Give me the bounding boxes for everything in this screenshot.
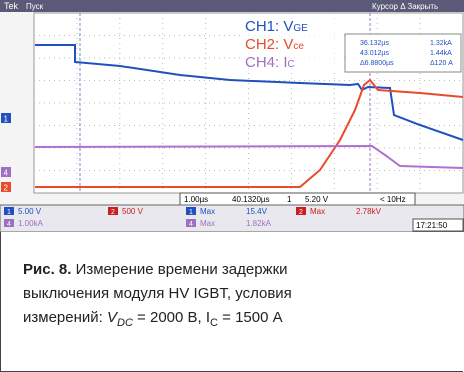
brand: Tek (4, 1, 19, 11)
timebase-field: 5.20 V (305, 195, 329, 204)
caption-fragment: = 2000 В, I (133, 309, 210, 326)
measure-label: Max (200, 219, 215, 228)
timebase-field: 40.1320µs (232, 195, 270, 204)
channel-marker-label: 2 (4, 184, 9, 193)
cursor-time: 43.012µs (360, 50, 389, 57)
measure-label: Max (310, 207, 325, 216)
legend-label: CH2: V (245, 36, 293, 53)
channel-badge-label: 4 (189, 221, 193, 228)
caption-fragment: = 1500 А (218, 309, 283, 326)
measure-value: 15.4V (246, 207, 268, 216)
timebase-field: < 10Hz (380, 195, 406, 204)
timebase-field: 1 (287, 195, 292, 204)
channel-marker-label: 4 (4, 169, 9, 178)
timebase-field: 1.00µs (184, 195, 208, 204)
caption-line: измерений: VDC = 2000 В, IC = 1500 А (23, 309, 283, 326)
measure-value: 2.78kV (356, 207, 382, 216)
legend-subscript: C (288, 59, 295, 70)
run-state: Пуск (26, 2, 44, 11)
cursor-value: 1.44kA (430, 50, 452, 57)
channel-badge-label: 1 (189, 209, 193, 216)
caption-fragment: C (210, 317, 218, 329)
channel-badge-label: 2 (111, 209, 115, 216)
caption-line: Измерение времени задержки (71, 261, 287, 278)
menu-label: Курсор Δ Закрыть (372, 2, 438, 11)
legend-entry: CH4: IC (245, 54, 295, 71)
oscilloscope-screen: Tek Пуск Курсор Δ Закрыть 17:21:50 CH1: … (0, 0, 464, 232)
caption-text: Рис. 8. Измерение времени задержки выключ… (23, 258, 292, 335)
channel-badge-label: 4 (7, 221, 11, 228)
channel-badge-label: 1 (7, 209, 11, 216)
cursor-value: Δ120 A (430, 60, 453, 67)
caption-fragment: V (107, 309, 117, 326)
legend-label: CH1: V (245, 18, 293, 35)
page: Tek Пуск Курсор Δ Закрыть 17:21:50 CH1: … (0, 0, 464, 372)
legend-subscript: GE (293, 23, 308, 34)
figure-number: Рис. 8. (23, 261, 71, 278)
channel-scale: 5.00 V (18, 207, 42, 216)
clock: 17:21:50 (416, 221, 448, 230)
cursor-time: Δ6.8800µs (360, 60, 394, 67)
channel-scale: 500 V (122, 207, 144, 216)
channel-scale: 1.00kA (18, 219, 44, 228)
caption-fragment: измерений: (23, 309, 107, 326)
measure-label: Max (200, 207, 215, 216)
cursor-value: 1.32kA (430, 40, 452, 47)
caption: Рис. 8. Измерение времени задержки выключ… (0, 232, 463, 372)
bottom-panel (0, 205, 464, 232)
caption-line: выключения модуля HV IGBT, условия (23, 285, 292, 302)
caption-fragment: DC (117, 317, 133, 329)
cursor-time: 36.132µs (360, 40, 389, 47)
legend-label: CH4: I (245, 54, 288, 71)
channel-marker-label: 1 (4, 115, 9, 124)
legend-subscript: ce (293, 41, 304, 52)
channel-badge-label: 2 (299, 209, 303, 216)
measure-value: 1.82kA (246, 219, 272, 228)
